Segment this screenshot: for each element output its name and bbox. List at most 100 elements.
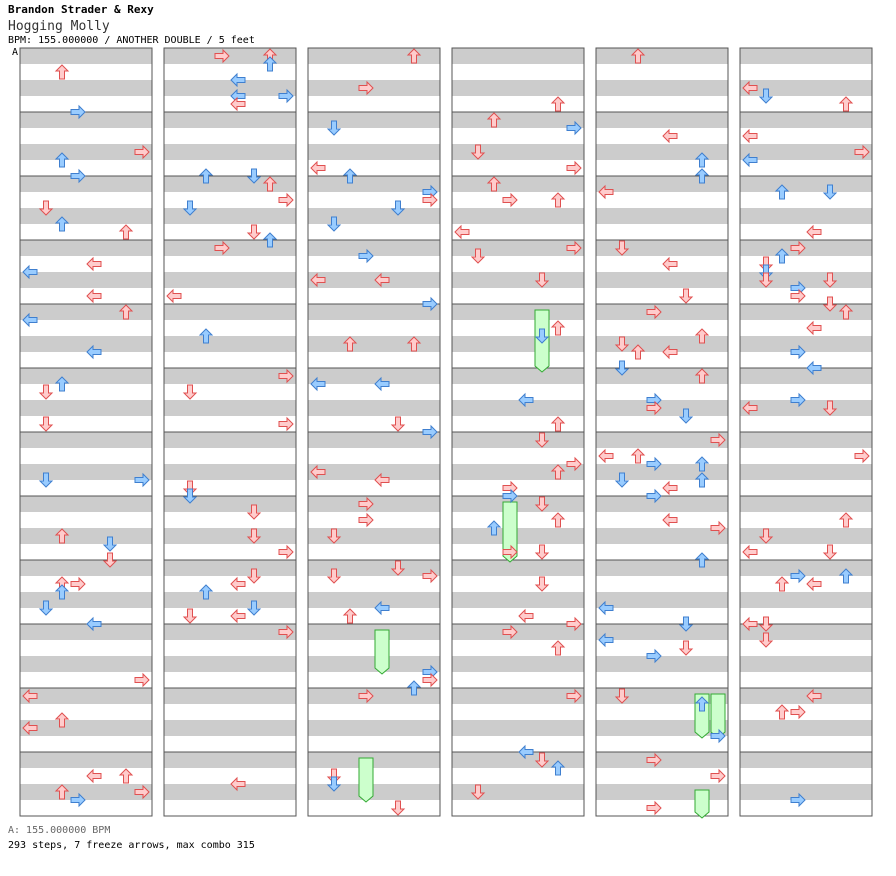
arrow-shape <box>710 520 726 536</box>
beat-stripe <box>596 416 728 432</box>
right-arrow-icon <box>422 568 438 584</box>
beat-stripe <box>308 256 440 272</box>
up-arrow-icon <box>630 344 646 360</box>
beat-stripe <box>452 192 584 208</box>
arrow-shape <box>406 680 422 696</box>
beat-stripe <box>164 592 296 608</box>
beat-stripe <box>308 160 440 176</box>
beat-stripe <box>740 256 872 272</box>
beat-stripe <box>740 528 872 544</box>
beat-stripe <box>452 160 584 176</box>
beat-stripe <box>308 544 440 560</box>
up-arrow-icon <box>54 152 70 168</box>
beat-stripe <box>740 608 872 624</box>
left-arrow-icon <box>22 312 38 328</box>
arrow-shape <box>54 584 70 600</box>
arrow-shape <box>566 616 582 632</box>
arrow-shape <box>166 288 182 304</box>
beat-stripe <box>452 112 584 128</box>
up-arrow-icon <box>694 328 710 344</box>
beat-stripe <box>20 144 152 160</box>
arrow-shape <box>614 472 630 488</box>
arrow-shape <box>534 432 550 448</box>
beat-stripe <box>164 272 296 288</box>
arrow-shape <box>742 128 758 144</box>
beat-stripe <box>452 224 584 240</box>
arrow-shape <box>390 800 406 816</box>
beat-stripe <box>20 160 152 176</box>
beat-stripe <box>740 736 872 752</box>
arrow-shape <box>230 576 246 592</box>
beat-stripe <box>308 320 440 336</box>
arrow-shape <box>566 120 582 136</box>
left-arrow-icon <box>230 72 246 88</box>
arrow-shape <box>422 192 438 208</box>
arrow-shape <box>758 88 774 104</box>
arrow-shape <box>710 768 726 784</box>
beat-stripe <box>596 208 728 224</box>
up-arrow-icon <box>118 304 134 320</box>
left-arrow-icon <box>806 576 822 592</box>
beat-stripe <box>20 224 152 240</box>
beat-stripe <box>20 752 152 768</box>
up-arrow-icon <box>694 472 710 488</box>
beat-stripe <box>596 464 728 480</box>
beat-stripe <box>308 640 440 656</box>
up-arrow-icon <box>54 528 70 544</box>
down-arrow-icon <box>614 336 630 352</box>
left-arrow-icon <box>806 688 822 704</box>
right-arrow-icon <box>646 400 662 416</box>
up-arrow-icon <box>342 608 358 624</box>
up-arrow-icon <box>342 336 358 352</box>
beat-stripe <box>20 336 152 352</box>
down-arrow-icon <box>534 328 550 344</box>
arrow-shape <box>662 344 678 360</box>
beat-stripe <box>308 736 440 752</box>
beat-stripe <box>452 272 584 288</box>
arrow-shape <box>758 632 774 648</box>
beat-stripe <box>740 640 872 656</box>
beat-stripe <box>20 640 152 656</box>
beat-stripe <box>596 64 728 80</box>
beat-stripe <box>452 736 584 752</box>
arrow-shape <box>22 312 38 328</box>
arrow-shape <box>486 176 502 192</box>
arrow-shape <box>246 528 262 544</box>
down-arrow-icon <box>470 248 486 264</box>
beat-stripe <box>596 160 728 176</box>
right-arrow-icon <box>278 192 294 208</box>
right-arrow-icon <box>358 512 374 528</box>
arrow-shape <box>102 536 118 552</box>
arrow-shape <box>374 272 390 288</box>
up-arrow-icon <box>550 512 566 528</box>
right-arrow-icon <box>566 688 582 704</box>
beat-stripe <box>308 624 440 640</box>
beat-stripe <box>740 512 872 528</box>
beat-stripe <box>596 576 728 592</box>
beat-stripe <box>452 384 584 400</box>
beat-stripe <box>308 784 440 800</box>
beat-stripe <box>308 112 440 128</box>
beat-stripe <box>596 320 728 336</box>
beat-stripe <box>308 432 440 448</box>
left-arrow-icon <box>598 632 614 648</box>
down-arrow-icon <box>678 616 694 632</box>
beat-stripe <box>596 640 728 656</box>
arrow-shape <box>598 600 614 616</box>
beat-stripe <box>452 720 584 736</box>
beat-stripe <box>740 576 872 592</box>
arrow-shape <box>390 200 406 216</box>
arrow-shape <box>54 376 70 392</box>
up-arrow-icon <box>774 704 790 720</box>
up-arrow-icon <box>54 216 70 232</box>
column-border <box>19 47 153 817</box>
beat-stripe <box>740 784 872 800</box>
beat-stripe <box>308 96 440 112</box>
left-arrow-icon <box>310 272 326 288</box>
arrow-shape <box>822 544 838 560</box>
up-arrow-icon <box>54 584 70 600</box>
beat-stripe <box>596 192 728 208</box>
arrow-shape <box>86 256 102 272</box>
down-arrow-icon <box>326 776 342 792</box>
beat-stripe <box>164 288 296 304</box>
